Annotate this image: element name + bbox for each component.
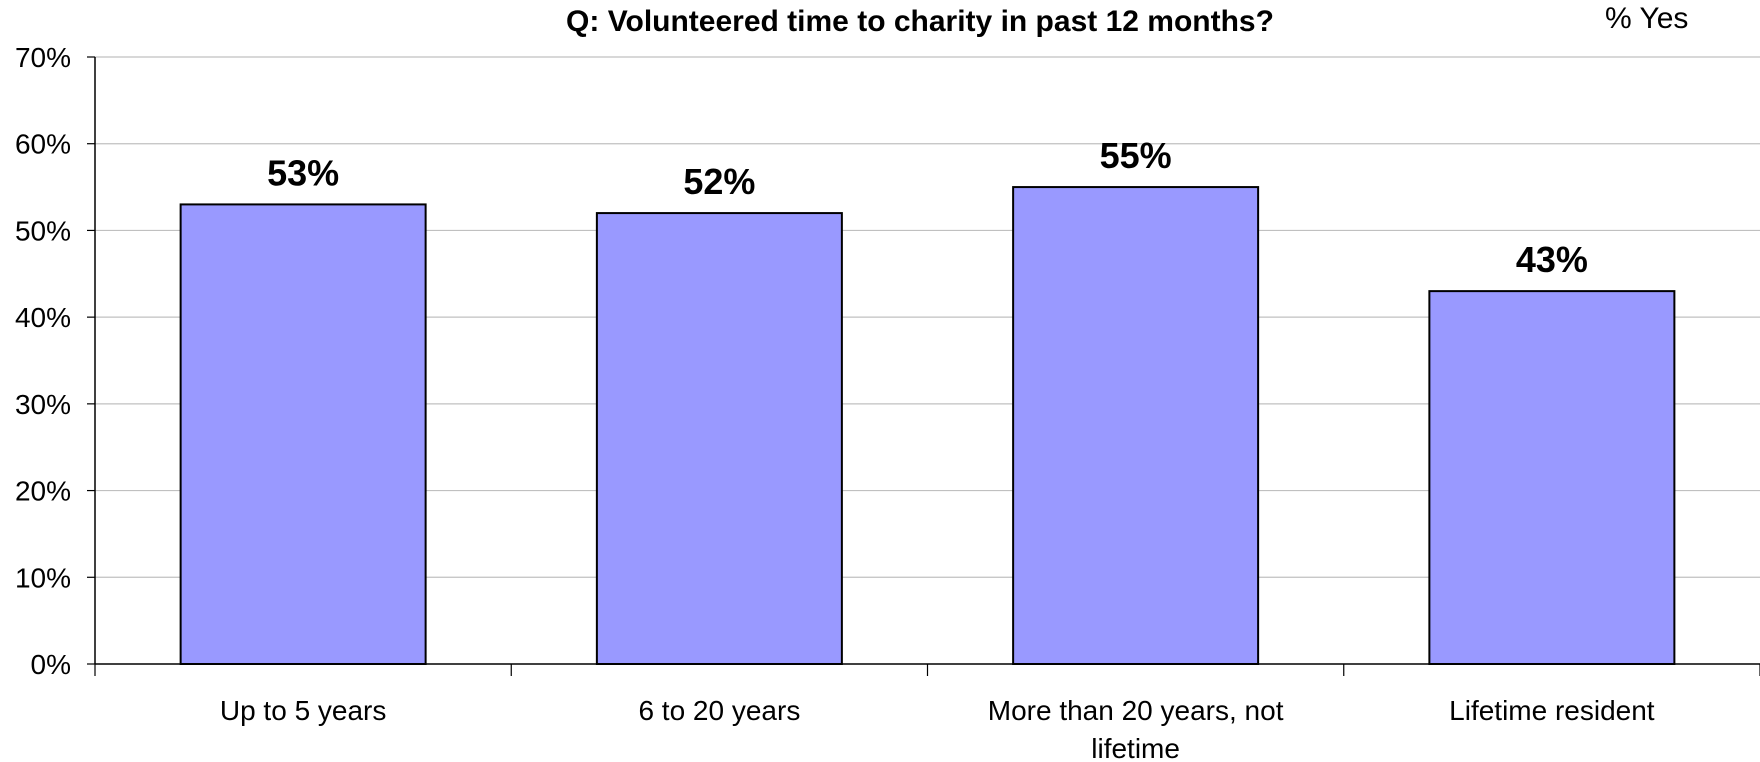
y-tick-label: 40% [15,302,71,333]
bars [179,186,1676,666]
x-tick-label: 6 to 20 years [638,695,800,726]
unit-label: % Yes [1605,2,1688,35]
data-label: 43% [1516,239,1588,280]
bar [179,203,427,666]
y-tick-label: 10% [15,562,71,593]
data-label: 52% [683,161,755,202]
bar [595,212,843,665]
y-tick-label: 30% [15,389,71,420]
bar [1428,290,1676,665]
data-label: 55% [1100,135,1172,176]
x-tick-labels: Up to 5 years 6 to 20 years More than 20 y… [220,695,1655,762]
x-tick-label: More than 20 years, not lifetime [988,695,1284,762]
chart-title: Q: Volunteered time to charity in past 1… [566,5,1274,38]
y-tick-label: 0% [31,649,71,680]
x-tick-label: Up to 5 years [220,695,387,726]
axes [87,56,1760,676]
y-tick-label: 70% [15,42,71,73]
data-label: 53% [267,152,339,193]
data-labels: 53% 52% 55% 43% [267,135,1588,280]
bar [1012,186,1260,665]
y-tick-label: 50% [15,215,71,246]
y-tick-label: 60% [15,129,71,160]
y-tick-labels: 0% 10% 20% 30% 40% 50% 60% 70% [15,42,71,680]
y-tick-label: 20% [15,476,71,507]
x-tick-label: Lifetime resident [1449,695,1655,726]
